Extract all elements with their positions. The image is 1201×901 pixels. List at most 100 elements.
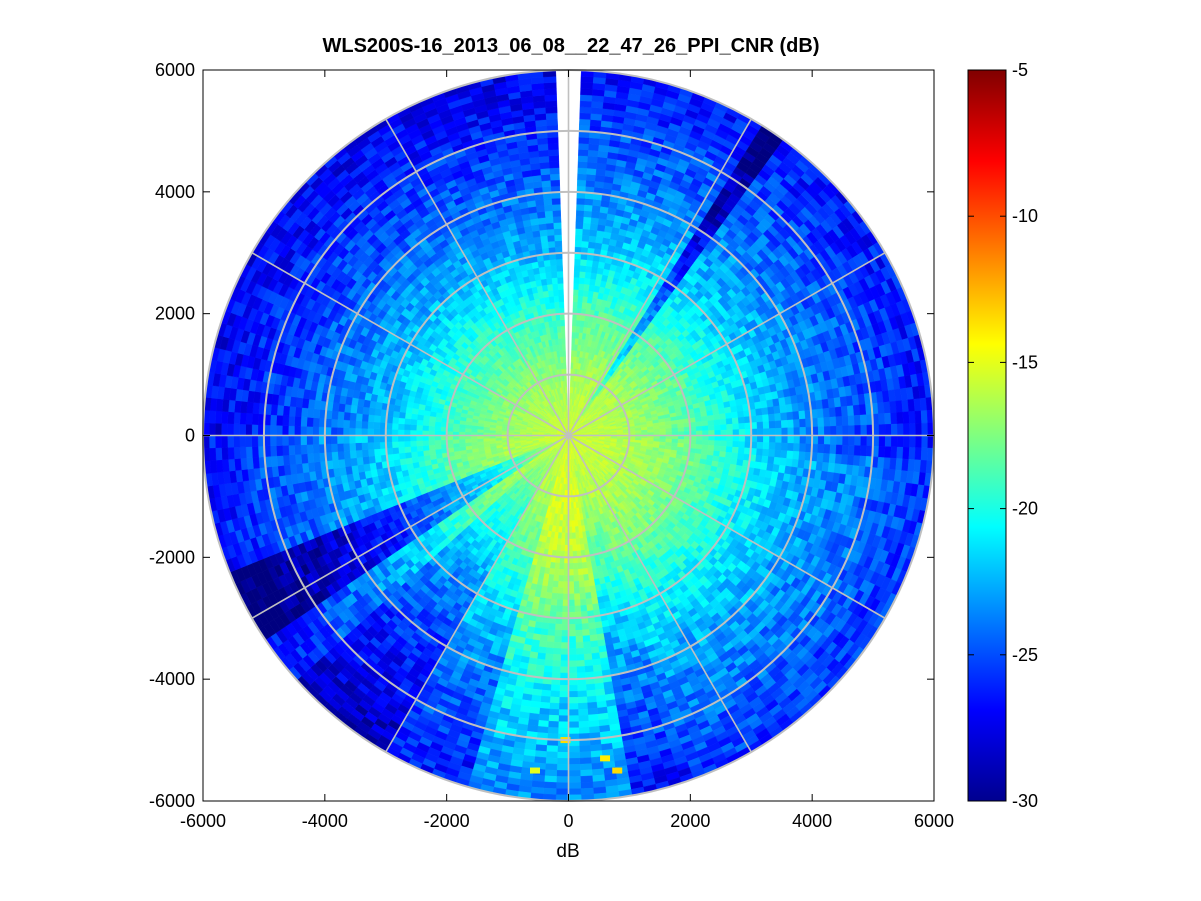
cnr-cell xyxy=(554,562,560,570)
cnr-cell xyxy=(706,409,714,417)
cnr-cell xyxy=(731,446,739,454)
cnr-cell xyxy=(568,593,575,601)
cnr-cell xyxy=(553,568,560,576)
cnr-cell xyxy=(568,599,575,607)
cnr-cell xyxy=(539,272,547,280)
cnr-cell xyxy=(573,587,580,595)
cnr-cell xyxy=(434,421,442,427)
cnr-cell xyxy=(416,440,423,447)
cnr-cell xyxy=(556,270,564,278)
cnr-cell xyxy=(665,428,673,433)
cnr-cell xyxy=(732,429,740,436)
cnr-cell xyxy=(410,418,418,426)
cnr-cell xyxy=(701,439,709,446)
cnr-cell xyxy=(552,574,559,582)
cnr-cell xyxy=(647,429,654,433)
cnr-cell xyxy=(572,319,577,327)
cnr-cell xyxy=(403,440,411,448)
cnr-cell xyxy=(573,270,581,278)
cnr-cell xyxy=(577,301,583,309)
cnr-cell xyxy=(584,586,591,594)
cnr-cell xyxy=(549,301,556,310)
cnr-cell xyxy=(422,449,431,457)
cnr-cell xyxy=(570,508,575,515)
cnr-cell xyxy=(561,526,566,534)
cnr-cell xyxy=(552,580,559,588)
cnr-cell xyxy=(577,562,583,570)
cnr-cell xyxy=(590,591,598,599)
cnr-cell xyxy=(573,276,580,284)
cnr-cell xyxy=(552,283,559,291)
cnr-cell xyxy=(575,538,581,546)
cnr-cell xyxy=(589,585,597,593)
cnr-cell xyxy=(434,439,442,446)
cnr-cell xyxy=(584,277,591,285)
cnr-cell xyxy=(403,423,411,431)
cnr-cell xyxy=(701,425,709,432)
cnr-cell xyxy=(422,419,430,426)
cnr-cell xyxy=(578,277,586,285)
cnr-cell xyxy=(726,423,734,431)
cnr-cell xyxy=(571,325,577,333)
cnr-cell xyxy=(573,289,579,296)
cnr-cell xyxy=(579,592,586,600)
cnr-cell xyxy=(409,440,417,447)
cnr-cell xyxy=(557,587,564,595)
cnr-cell xyxy=(557,283,564,290)
cnr-cell xyxy=(700,415,709,422)
cnr-cell xyxy=(571,520,576,528)
cnr-cell xyxy=(564,386,568,394)
cnr-cell xyxy=(434,444,442,450)
cnr-cell xyxy=(725,418,733,425)
cnr-cell xyxy=(560,544,565,552)
cnr-cell xyxy=(659,425,666,430)
cnr-cell xyxy=(464,428,472,433)
cnr-cell xyxy=(551,277,559,285)
cnr-cell xyxy=(404,418,412,425)
cnr-cell xyxy=(542,290,550,298)
cnr-cell xyxy=(677,423,685,429)
cnr-cell xyxy=(556,599,564,607)
cnr-cell xyxy=(409,435,417,442)
cnr-cell xyxy=(557,331,562,339)
cnr-cell xyxy=(585,265,593,273)
cnr-cell xyxy=(671,438,679,444)
cnr-cell xyxy=(458,427,466,433)
cnr-cell xyxy=(713,414,721,421)
cnr-cell xyxy=(731,452,739,460)
cnr-cell xyxy=(562,599,569,607)
cnr-cell xyxy=(416,445,424,452)
cnr-cell xyxy=(671,427,679,433)
cnr-cell xyxy=(550,265,558,273)
cnr-cell xyxy=(573,593,581,601)
cnr-cell xyxy=(720,429,728,436)
cnr-cell xyxy=(544,598,552,606)
cnr-cell xyxy=(713,445,721,452)
cnr-cell xyxy=(545,271,553,279)
cnr-cell xyxy=(586,259,594,267)
cnr-cell xyxy=(577,295,584,303)
cnr-cell xyxy=(558,575,564,582)
cnr-cell xyxy=(575,532,580,540)
cnr-cell xyxy=(701,444,709,451)
cnr-cell xyxy=(582,567,589,576)
cnr-cell xyxy=(428,425,436,432)
cnr-cell xyxy=(428,449,437,456)
cnr-cell xyxy=(458,438,466,444)
cnr-cell xyxy=(458,442,466,448)
cnr-cell xyxy=(544,265,552,273)
cnr-cell xyxy=(452,427,460,432)
cnr-cell xyxy=(489,437,496,442)
cnr-cell xyxy=(578,574,585,582)
cnr-cell xyxy=(653,428,661,433)
cnr-cell xyxy=(561,343,566,351)
cnr-cell xyxy=(583,580,590,588)
cnr-cell xyxy=(554,301,560,309)
cnr-cell xyxy=(572,301,579,309)
cnr-cell xyxy=(566,404,568,412)
cnr-cell xyxy=(659,428,667,433)
cnr-cell xyxy=(538,266,546,274)
cnr-cell xyxy=(403,435,411,442)
cnr-cell xyxy=(410,451,418,458)
cnr-cell xyxy=(416,450,424,457)
